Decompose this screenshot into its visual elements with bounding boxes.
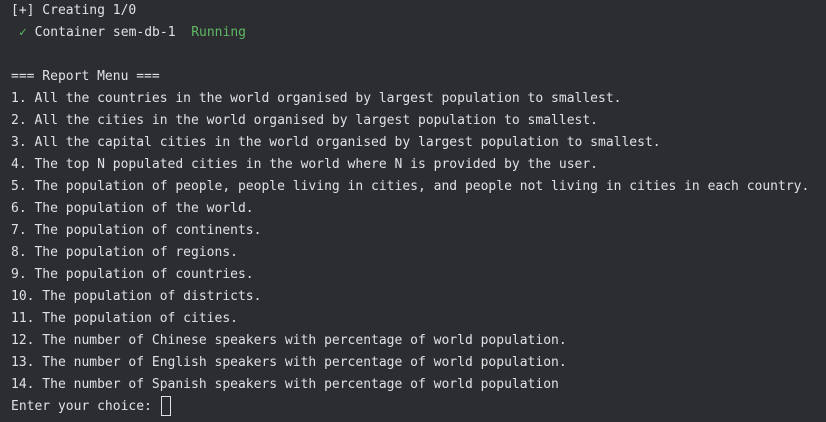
menu-item-1: 1. All the countries in the world organi… <box>11 91 622 106</box>
menu-item-8: 8. The population of regions. <box>11 245 238 260</box>
menu-item-4: 4. The top N populated cities in the wor… <box>11 157 598 172</box>
blank-line <box>0 44 826 66</box>
menu-item-6: 6. The population of the world. <box>11 201 254 216</box>
menu-item-11: 11. The population of cities. <box>11 311 238 326</box>
choice-input[interactable] <box>160 396 171 416</box>
choice-prompt-label: Enter your choice: <box>11 399 160 414</box>
check-icon: ✓ <box>19 25 27 40</box>
menu-item-9: 9. The population of countries. <box>11 267 254 282</box>
menu-item-12: 12. The number of Chinese speakers with … <box>11 333 567 348</box>
menu-title: === Report Menu === <box>11 69 160 84</box>
menu-item-7: 7. The population of continents. <box>11 223 262 238</box>
menu-item-10: 10. The population of districts. <box>11 289 262 304</box>
menu-item-2: 2. All the cities in the world organised… <box>11 113 598 128</box>
menu-item-3: 3. All the capital cities in the world o… <box>11 135 661 150</box>
choice-prompt-line: Enter your choice: <box>0 396 826 418</box>
container-status-running: Running <box>191 25 246 40</box>
compose-progress-line: [+] Creating 1/0 <box>11 3 137 18</box>
menu-item-14: 14. The number of Spanish speakers with … <box>11 377 559 392</box>
container-label: Container sem-db-1 <box>34 25 176 40</box>
menu-item-5: 5. The population of people, people livi… <box>11 179 810 194</box>
menu-item-13: 13. The number of English speakers with … <box>11 355 567 370</box>
container-status-line: ✓ Container sem-db-1 Running <box>0 22 826 44</box>
